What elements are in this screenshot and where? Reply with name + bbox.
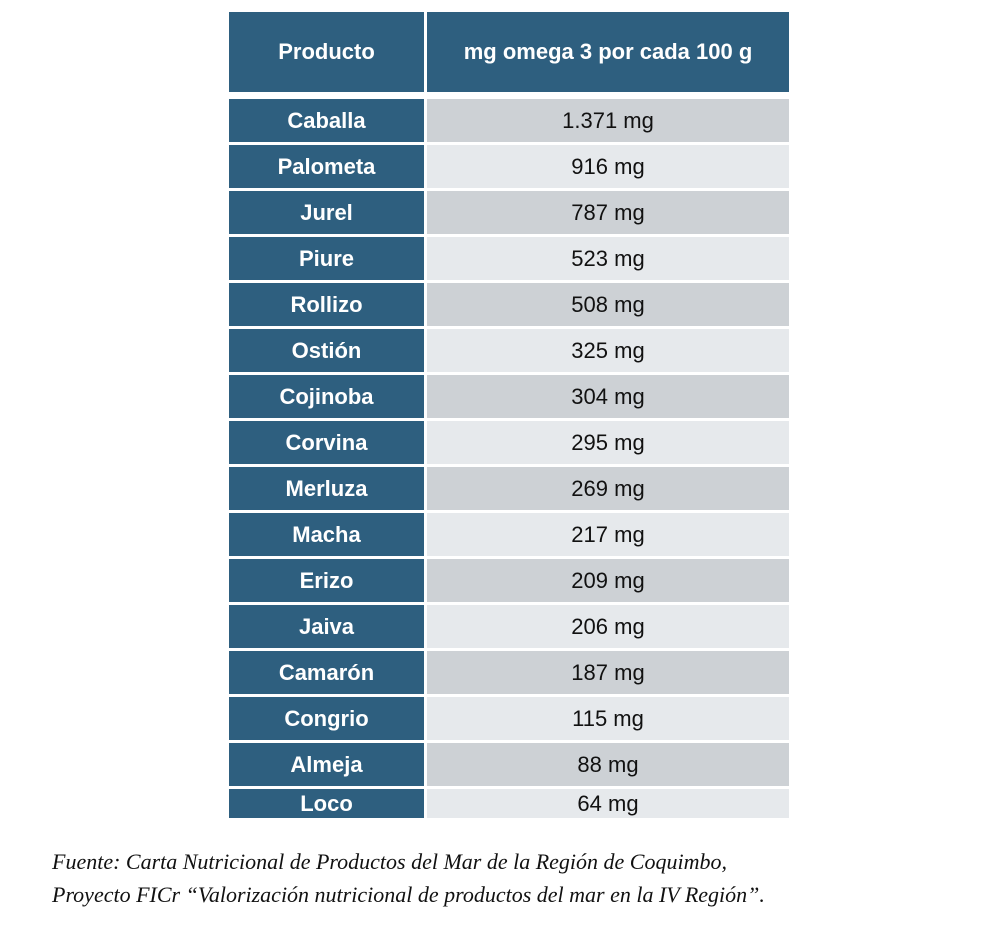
omega3-value-cell: 325 mg [427, 329, 789, 372]
omega3-value-cell: 508 mg [427, 283, 789, 326]
table-row: Corvina 295 mg [229, 421, 789, 464]
product-name-cell: Ostión [229, 329, 424, 372]
table-row: Piure 523 mg [229, 237, 789, 280]
omega3-value-cell: 206 mg [427, 605, 789, 648]
table-row: Camarón 187 mg [229, 651, 789, 694]
product-name-cell: Jurel [229, 191, 424, 234]
table-row: Jurel 787 mg [229, 191, 789, 234]
product-name-cell: Caballa [229, 99, 424, 142]
table-body: Caballa 1.371 mg Palometa 916 mg Jurel 787 mg… [229, 99, 789, 818]
table-row: Merluza 269 mg [229, 467, 789, 510]
table-row: Cojinoba 304 mg [229, 375, 789, 418]
product-name-cell: Merluza [229, 467, 424, 510]
omega3-table: Producto mg omega 3 por cada 100 g Cabal… [229, 12, 789, 821]
omega3-value-cell: 209 mg [427, 559, 789, 602]
product-name-cell: Macha [229, 513, 424, 556]
table-row: Caballa 1.371 mg [229, 99, 789, 142]
omega3-value-cell: 187 mg [427, 651, 789, 694]
source-caption: Fuente: Carta Nutricional de Productos d… [52, 845, 765, 911]
omega3-value-cell: 295 mg [427, 421, 789, 464]
table-row: Almeja 88 mg [229, 743, 789, 786]
product-name-cell: Corvina [229, 421, 424, 464]
product-name-cell: Jaiva [229, 605, 424, 648]
table-row: Macha 217 mg [229, 513, 789, 556]
omega3-value-cell: 523 mg [427, 237, 789, 280]
omega3-value-cell: 64 mg [427, 789, 789, 818]
omega3-value-cell: 787 mg [427, 191, 789, 234]
omega3-value-cell: 1.371 mg [427, 99, 789, 142]
product-name-cell: Almeja [229, 743, 424, 786]
omega3-value-cell: 217 mg [427, 513, 789, 556]
table-row: Ostión 325 mg [229, 329, 789, 372]
table-row: Jaiva 206 mg [229, 605, 789, 648]
omega3-value-cell: 304 mg [427, 375, 789, 418]
product-name-cell: Erizo [229, 559, 424, 602]
header-product: Producto [229, 12, 424, 92]
caption-line-1: Fuente: Carta Nutricional de Productos d… [52, 849, 727, 874]
omega3-value-cell: 115 mg [427, 697, 789, 740]
product-name-cell: Palometa [229, 145, 424, 188]
omega3-value-cell: 269 mg [427, 467, 789, 510]
product-name-cell: Cojinoba [229, 375, 424, 418]
table-header: Producto mg omega 3 por cada 100 g [229, 12, 789, 92]
table-row: Congrio 115 mg [229, 697, 789, 740]
product-name-cell: Congrio [229, 697, 424, 740]
caption-line-2: Proyecto FICr “Valorización nutricional … [52, 882, 765, 907]
omega3-value-cell: 88 mg [427, 743, 789, 786]
table-row: Erizo 209 mg [229, 559, 789, 602]
header-omega3: mg omega 3 por cada 100 g [427, 12, 789, 92]
table-row: Palometa 916 mg [229, 145, 789, 188]
table-row: Rollizo 508 mg [229, 283, 789, 326]
product-name-cell: Loco [229, 789, 424, 818]
product-name-cell: Camarón [229, 651, 424, 694]
omega3-value-cell: 916 mg [427, 145, 789, 188]
table-row: Loco 64 mg [229, 789, 789, 818]
product-name-cell: Rollizo [229, 283, 424, 326]
product-name-cell: Piure [229, 237, 424, 280]
